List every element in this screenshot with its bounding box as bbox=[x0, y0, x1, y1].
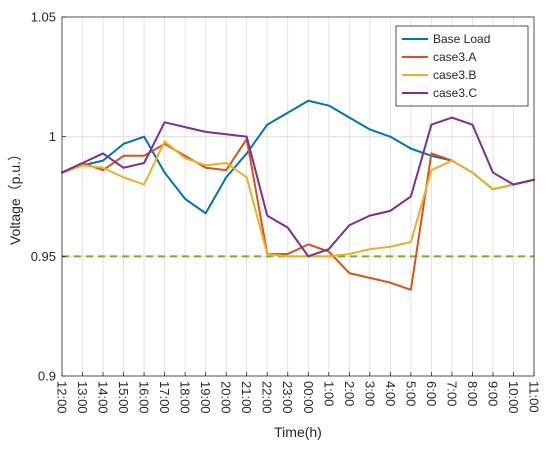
series-group bbox=[61, 99, 535, 291]
legend-label: case3.B bbox=[433, 68, 476, 82]
series-line-case3-a bbox=[61, 138, 453, 291]
y-axis-label: Voltage（p.u.） bbox=[7, 147, 23, 245]
legend-label: Base Load bbox=[433, 32, 490, 46]
x-tick-label: 1:00 bbox=[321, 381, 336, 406]
x-tick-label: 21:00 bbox=[239, 381, 254, 414]
y-tick-label: 0.95 bbox=[31, 249, 56, 264]
grid bbox=[62, 17, 534, 376]
x-tick-label: 16:00 bbox=[137, 381, 152, 414]
x-tick-label: 20:00 bbox=[219, 381, 234, 414]
x-tick-label: 23:00 bbox=[280, 381, 295, 414]
series-line-case3-b bbox=[61, 140, 515, 258]
x-tick-label: 00:00 bbox=[301, 381, 316, 414]
x-tick-label: 12:00 bbox=[55, 381, 70, 414]
y-tick-label: 0.9 bbox=[38, 369, 56, 384]
x-tick-label: 14:00 bbox=[96, 381, 111, 414]
plot-frame bbox=[61, 16, 535, 377]
x-tick-label: 2:00 bbox=[342, 381, 357, 406]
x-tick-label: 3:00 bbox=[362, 381, 377, 406]
x-tick-label: 15:00 bbox=[116, 381, 131, 414]
x-tick-label: 17:00 bbox=[157, 381, 172, 414]
y-axis: 0.9 0.95 1 1.05 bbox=[31, 10, 66, 384]
legend-label: case3.A bbox=[433, 50, 476, 64]
x-tick-label: 6:00 bbox=[424, 381, 439, 406]
x-tick-label: 9:00 bbox=[485, 381, 500, 406]
x-tick-label: 22:00 bbox=[260, 381, 275, 414]
x-tick-label: 10:00 bbox=[506, 381, 521, 414]
legend-label: case3.C bbox=[433, 86, 477, 100]
y-tick-label: 1 bbox=[49, 129, 56, 144]
x-tick-label: 11:00 bbox=[527, 381, 542, 413]
x-tick-label: 7:00 bbox=[444, 381, 459, 406]
x-tick-label: 8:00 bbox=[465, 381, 480, 406]
y-tick-label: 1.05 bbox=[31, 10, 56, 25]
x-axis-label: Time(h) bbox=[274, 424, 322, 440]
x-tick-label: 19:00 bbox=[198, 381, 213, 414]
x-tick-label: 13:00 bbox=[75, 381, 90, 414]
series-line-case3-c bbox=[61, 116, 535, 258]
legend: Base Load case3.A case3.B case3.C bbox=[395, 25, 529, 107]
x-tick-label: 5:00 bbox=[403, 381, 418, 406]
x-axis: 12:00 13:00 14:00 15:00 16:00 17:00 18:00 19:00… bbox=[55, 372, 542, 414]
x-tick-label: 4:00 bbox=[383, 381, 398, 406]
x-tick-label: 18:00 bbox=[178, 381, 193, 414]
